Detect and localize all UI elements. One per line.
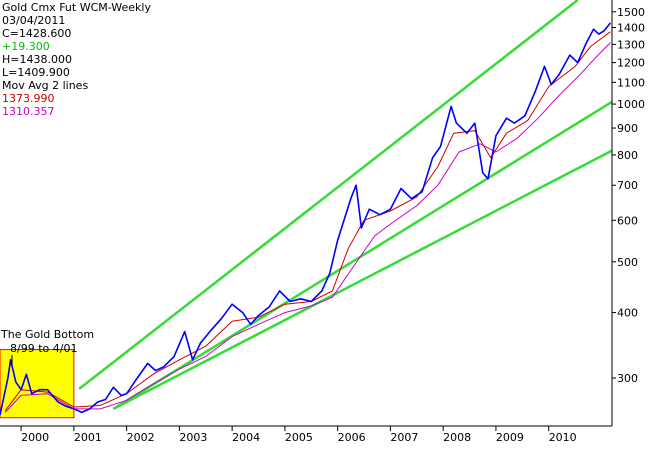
y-tick-label: 800	[617, 149, 638, 162]
x-tick-label: 2008	[443, 431, 471, 444]
x-tick-label: 2010	[549, 431, 577, 444]
chart-title: Gold Cmx Fut WCM-Weekly	[2, 1, 151, 14]
x-tick-label: 2001	[74, 431, 102, 444]
trendline-middle	[112, 100, 613, 410]
x-tick-label: 2009	[496, 431, 524, 444]
x-tick-label: 2007	[390, 431, 418, 444]
trendline-layer	[78, 0, 613, 410]
x-tick-label: 2006	[338, 431, 366, 444]
x-tick-label: 2005	[285, 431, 313, 444]
moving-average-label: Mov Avg 2 lines	[2, 79, 88, 92]
series-line-price	[0, 22, 612, 416]
axis-layer: 300 400 500 600 700 800 900 1000 1100 1200 1300 140…	[0, 0, 645, 444]
y-tick-label: 1400	[617, 22, 645, 35]
y-tick-label: 500	[617, 256, 638, 269]
y-tick-label: 600	[617, 214, 638, 227]
y-tick-label: 1500	[617, 6, 645, 19]
y-tick-label: 1200	[617, 57, 645, 70]
ma1-value: 1373.990	[2, 92, 55, 105]
low-value: L=1409.900	[2, 66, 70, 79]
annotation-range: 8/99 to 4/01	[10, 342, 77, 355]
x-tick-label: 2003	[179, 431, 207, 444]
info-panel: Gold Cmx Fut WCM-Weekly 03/04/2011 C=142…	[2, 1, 151, 118]
change-value: +19.300	[2, 40, 50, 53]
x-tick-group: 2000 2001 2002 2003 2004 2005 2006 2007 2008 2009…	[20, 426, 577, 444]
y-tick-label: 700	[617, 179, 638, 192]
y-tick-label: 400	[617, 307, 638, 320]
y-tick-label: 900	[617, 122, 638, 135]
close-value: C=1428.600	[2, 27, 71, 40]
ma2-value: 1310.357	[2, 105, 55, 118]
x-tick-label: 2000	[21, 431, 49, 444]
trendline-upper	[78, 0, 579, 390]
x-tick-label: 2004	[232, 431, 260, 444]
series-line-mov-avg-2	[4, 42, 611, 413]
y-tick-label: 300	[617, 372, 638, 385]
y-tick-label: 1300	[617, 38, 645, 51]
x-tick-label: 2002	[127, 431, 155, 444]
series-layer	[0, 22, 612, 416]
y-tick-label: 1000	[617, 98, 645, 111]
chart-date: 03/04/2011	[2, 14, 65, 27]
high-value: H=1438.000	[2, 53, 72, 66]
y-tick-label: 1100	[617, 76, 645, 89]
series-line-mov-avg-1	[4, 31, 611, 411]
y-tick-group: 300 400 500 600 700 800 900 1000 1100 1200 1300 140…	[612, 6, 645, 385]
trendline-lower	[112, 149, 613, 410]
gold-bottom-annotation: The Gold Bottom 8/99 to 4/01	[0, 328, 94, 366]
annotation-title: The Gold Bottom	[0, 328, 94, 341]
